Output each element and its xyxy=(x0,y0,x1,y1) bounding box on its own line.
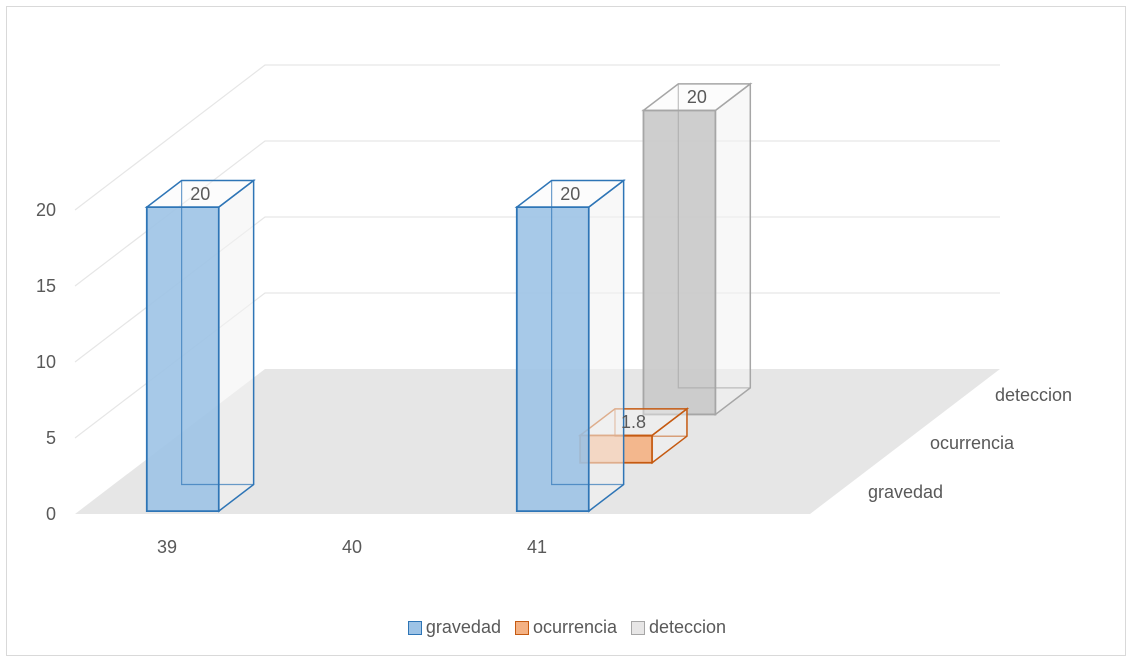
data-label: 20 xyxy=(687,87,707,107)
gridline xyxy=(74,292,1000,439)
bar-side-face xyxy=(218,179,255,513)
bar-back-edge xyxy=(551,180,624,486)
legend-label: ocurrencia xyxy=(532,617,618,637)
y-tick-label: 10 xyxy=(36,352,56,372)
data-label: 1.8 xyxy=(621,412,646,432)
bar-top-face xyxy=(514,179,626,208)
depth-axis-label: gravedad xyxy=(868,482,943,502)
legend-label: gravedad xyxy=(425,617,501,637)
bar-deteccion-41 xyxy=(641,82,753,416)
legend-item-deteccion: deteccion xyxy=(631,617,726,638)
legend-item-ocurrencia: ocurrencia xyxy=(514,617,618,638)
bar-front-face xyxy=(145,206,220,513)
legend-item-gravedad: gravedad xyxy=(407,617,501,638)
bar-gravedad-39 xyxy=(144,179,256,513)
gridline xyxy=(74,216,1000,363)
bar-back-edge xyxy=(181,180,254,486)
gridline xyxy=(74,64,1000,211)
bar-gravedad-41 xyxy=(514,179,626,513)
bar-top-face xyxy=(641,83,753,112)
bar-side-face xyxy=(588,179,625,513)
bar-front-face xyxy=(642,109,717,416)
data-label: 20 xyxy=(560,184,580,204)
x-tick-label: 41 xyxy=(527,537,547,557)
depth-axis-label: ocurrencia xyxy=(930,433,1015,453)
legend-swatch xyxy=(514,620,529,635)
bar-front-face xyxy=(515,206,590,513)
data-label: 20 xyxy=(190,184,210,204)
bar-back-edge xyxy=(677,83,751,389)
y-tick-label: 0 xyxy=(46,504,56,524)
legend: gravedad ocurrencia deteccion xyxy=(0,617,1134,638)
y-tick-label: 15 xyxy=(36,276,56,296)
y-tick-label: 20 xyxy=(36,200,56,220)
y-tick-label: 5 xyxy=(46,428,56,448)
gridline xyxy=(74,140,1000,287)
legend-label: deteccion xyxy=(649,617,727,637)
x-tick-label: 40 xyxy=(342,537,362,557)
x-tick-label: 39 xyxy=(157,537,177,557)
depth-axis-label: deteccion xyxy=(995,385,1072,405)
bar-side-face xyxy=(714,82,752,416)
legend-swatch xyxy=(407,620,422,635)
legend-swatch xyxy=(631,620,646,635)
bar-top-face xyxy=(144,179,256,208)
